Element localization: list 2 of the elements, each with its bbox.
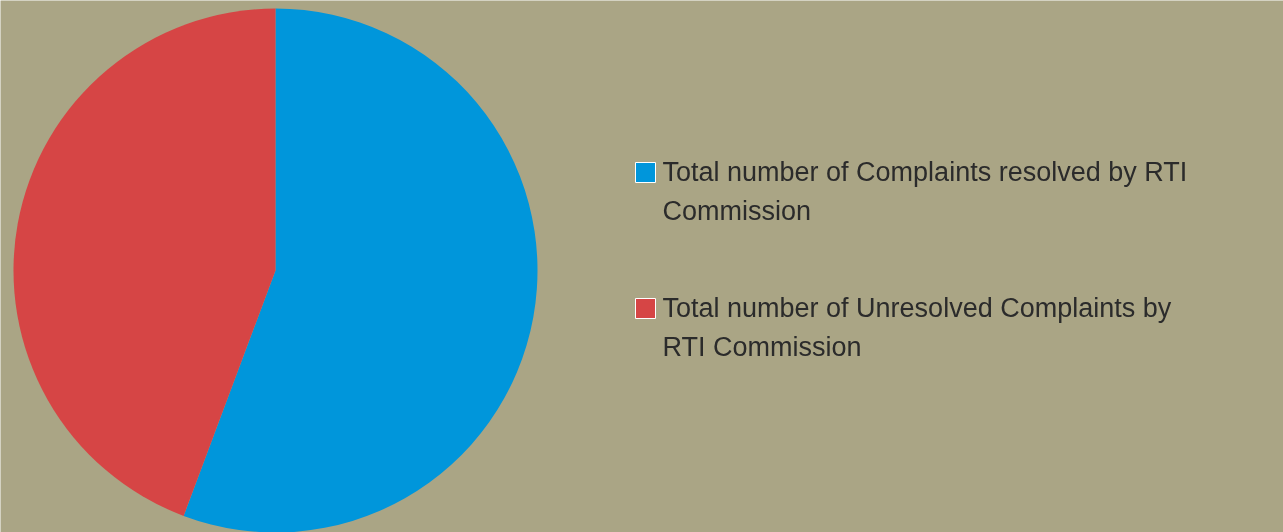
legend-label: Total number of Unresolved Complaints by RTI Commission bbox=[662, 292, 1172, 362]
legend-label: Total number of Complaints resolved by RTI Commission bbox=[662, 156, 1188, 226]
